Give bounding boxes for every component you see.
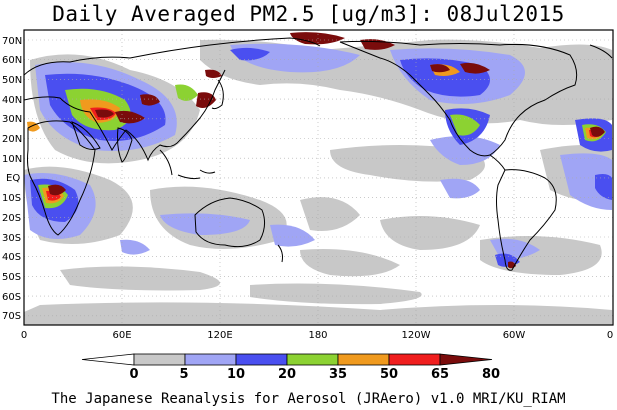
lat-tick: 40N: [2, 95, 22, 106]
colorbar-segment: [388, 353, 441, 366]
colorbar-label: 35: [328, 367, 348, 382]
lon-tick: 60W: [503, 330, 526, 341]
lat-tick: 60S: [2, 292, 21, 303]
lat-tick: 10N: [2, 154, 22, 165]
colorbar-arrow-low: [81, 353, 135, 366]
colorbar-segment: [184, 353, 237, 366]
lon-tick: 60E: [112, 330, 131, 341]
colorbar-label: 20: [277, 367, 297, 382]
colorbar-label: 5: [179, 367, 189, 382]
lat-tick: 50N: [2, 75, 22, 86]
lat-tick: 50S: [2, 272, 21, 283]
lat-tick: 70N: [2, 36, 22, 47]
colorbar-segment: [337, 353, 390, 366]
lat-tick: 40S: [2, 252, 21, 263]
lat-tick: 10S: [2, 193, 21, 204]
lat-tick: EQ: [6, 173, 20, 184]
lon-tick: 120W: [402, 330, 431, 341]
map-frame: [23, 29, 614, 326]
concentration-field: [24, 32, 612, 325]
lat-tick: 60N: [2, 55, 22, 66]
colorbar-segment: [286, 353, 339, 366]
lat-tick: 70S: [2, 311, 21, 322]
colorbar-label: 80: [481, 367, 501, 382]
footer-credit: The Japanese Reanalysis for Aerosol (JRA…: [51, 391, 566, 407]
lat-tick: 20N: [2, 134, 22, 145]
longitude-ticks: 0 60E 120E 180 120W 60W 0: [21, 330, 613, 341]
colorbar-label: 10: [226, 367, 246, 382]
colorbar-segment: [133, 353, 186, 366]
colorbar-label: 65: [430, 367, 450, 382]
latitude-ticks: 70N 60N 50N 40N 30N 20N 10N EQ 10S 20S 3…: [2, 36, 22, 322]
lon-tick: 180: [308, 330, 327, 341]
lat-tick: 30S: [2, 233, 21, 244]
lon-tick: 0: [607, 330, 613, 341]
lon-tick: 120E: [207, 330, 232, 341]
colorbar-label: 50: [379, 367, 399, 382]
lat-tick: 30N: [2, 114, 22, 125]
map-title: Daily Averaged PM2.5 [ug/m3]: 08Jul2015: [52, 2, 565, 26]
colorbar-label: 0: [129, 367, 139, 382]
lon-tick: 0: [21, 330, 27, 341]
lat-tick: 20S: [2, 213, 21, 224]
coastlines: [24, 37, 613, 271]
colorbar-arrow-high: [439, 353, 493, 366]
colorbar-segment: [235, 353, 288, 366]
colorbar: [81, 353, 493, 366]
